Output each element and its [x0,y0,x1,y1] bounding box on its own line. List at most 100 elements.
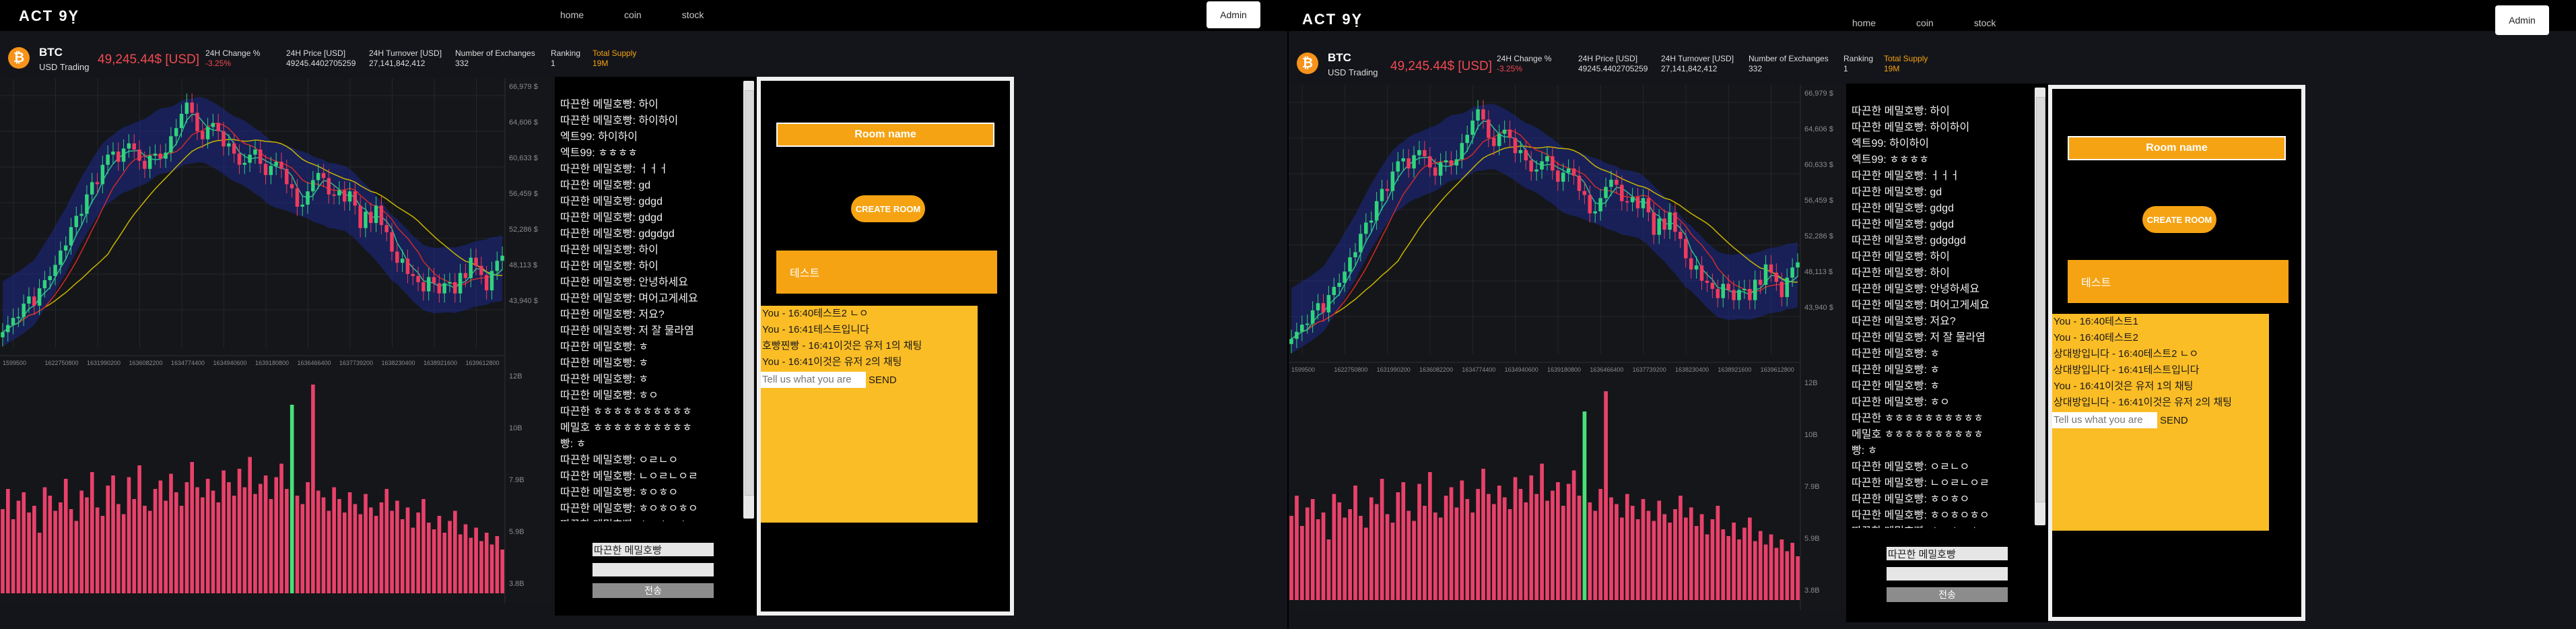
volume-bar [342,512,347,593]
volume-bar [85,497,89,593]
volume-bar [1582,411,1587,600]
chat-message: 따끈한 메밀호빵: gd [560,180,651,191]
volume-bar [153,489,158,593]
chat-scrollbar[interactable] [743,81,754,519]
volume-bar [1513,477,1518,600]
send-button[interactable]: 전송 [592,583,714,598]
moving-average-line [1291,129,1798,339]
candle [79,213,83,216]
message-input[interactable] [592,563,714,576]
room-chat-form: SEND [761,372,978,388]
candle [1732,290,1736,300]
chart-canvas[interactable]: 66,979 $ 64,606 $ 60,633 $ 56,459 $ 52,286 $… [1289,85,1848,610]
volume-bar [1561,506,1565,600]
candle [342,190,347,202]
candle [1545,156,1549,162]
coin-price: 49,245.44$ [USD] [1390,59,1493,73]
candle [1790,267,1794,278]
candle [1326,295,1331,312]
candle [1332,286,1336,296]
volume-bar [1780,539,1784,600]
logo[interactable]: ACT 9Ỵ [1302,11,1363,28]
y-tick-label: 48,113 $ [509,261,537,269]
nav-link-stock[interactable]: stock [681,9,704,20]
create-room-button[interactable]: CREATE ROOM [851,195,925,222]
candle [1588,195,1592,213]
coin-symbol: BTC [1328,51,1351,64]
nickname-input[interactable] [1887,547,2008,560]
candle [242,162,247,165]
scrollbar-thumb[interactable] [2036,97,2045,502]
candle [484,275,489,291]
volume-bar [316,490,320,593]
chat-message: 빵: ㅎ [560,438,586,450]
candle [53,265,57,276]
candle [184,102,189,114]
volume-bar [1,509,5,593]
candle [42,279,47,289]
volume-bar [1487,494,1491,600]
nav-link-coin[interactable]: coin [1916,18,1934,28]
room-chat-message: You - 16:41테스트입니다 [762,324,869,335]
x-tick-label: 1639612800 [1761,366,1794,373]
room-chat-input[interactable] [761,372,866,388]
room-name-input[interactable]: Room name [776,123,994,147]
candle [1662,218,1666,230]
volume-bar [416,512,420,593]
room-send-button[interactable]: SEND [869,374,897,386]
nickname-input[interactable] [592,543,714,556]
volume-bar [32,506,36,593]
volume-bar [263,475,268,593]
x-tick-label: 1599500 [1291,366,1315,373]
volume-bar [253,494,257,593]
candle [1364,222,1368,234]
candle [100,164,105,185]
volume-bar [358,514,363,593]
candle [1556,170,1560,182]
price-chart[interactable]: 66,979 $ 64,606 $ 60,633 $ 56,459 $ 52,286 $… [1289,85,1848,610]
admin-button[interactable]: Admin [2495,5,2549,35]
candle [1577,175,1582,191]
volume-bar [1518,489,1523,600]
chat-log: 따끈한 메밀호빵: 하이 따끈한 메밀호빵: 하이하이 엑트99: 하이하이 엑트99… [560,97,741,521]
nav-link-home[interactable]: home [560,9,584,20]
volume-bar [1571,470,1576,600]
candle [1529,160,1533,172]
price-chart[interactable]: 66,979 $ 64,606 $ 60,633 $ 56,459 $ 52,286 $… [0,78,552,603]
volume-bar [1742,527,1747,600]
room-name-input[interactable]: Room name [2068,136,2286,160]
volume-bar [1417,484,1421,600]
chat-scrollbar[interactable] [2035,88,2045,525]
nav-link-home[interactable]: home [1852,18,1876,28]
volume-bar [1615,504,1619,600]
x-tick-label: 1634774400 [171,360,205,366]
chart-canvas[interactable]: 66,979 $ 64,606 $ 60,633 $ 56,459 $ 52,286 $… [0,78,552,603]
volume-bar [248,457,252,593]
volume-tick-label: 12B [1804,379,1818,387]
nav-link-stock[interactable]: stock [1973,18,1996,28]
room-panel: Room name CREATE ROOM 테스트 You - 16:40테스트… [2048,85,2305,621]
send-button[interactable]: 전송 [1887,587,2008,602]
volume-bar [147,510,152,593]
room-chat-input[interactable] [2052,412,2157,428]
room-list-item[interactable]: 테스트 [776,251,997,294]
volume-tick-label: 7.9B [1804,483,1820,491]
volume-bar [1630,506,1635,600]
candle [1369,220,1374,223]
volume-bar [364,494,368,593]
scrollbar-thumb[interactable] [745,90,754,496]
candle [216,123,220,131]
room-list-item[interactable]: 테스트 [2068,260,2289,303]
admin-button[interactable]: Admin [1207,1,1260,28]
candle [1561,172,1565,182]
create-room-button[interactable]: CREATE ROOM [2142,206,2216,233]
message-input[interactable] [1887,567,2008,581]
volume-bar [116,504,121,593]
logo[interactable]: ACT 9Ỵ [19,7,80,24]
volume-bar [1529,475,1534,600]
nav-link-coin[interactable]: coin [624,9,642,20]
candle [174,128,178,137]
candle [1609,179,1613,187]
candle [237,154,242,165]
room-send-button[interactable]: SEND [2160,414,2188,426]
